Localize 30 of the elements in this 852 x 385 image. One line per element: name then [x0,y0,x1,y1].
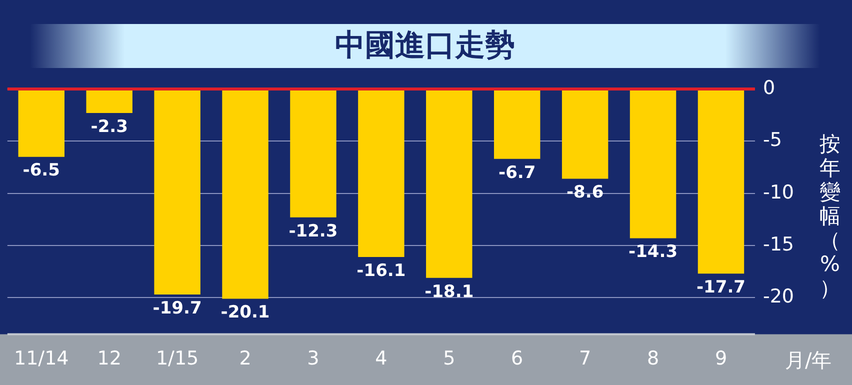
x-tick-label: 1/15 [156,348,199,370]
x-tick-label: 8 [646,348,660,370]
data-label: -19.7 [152,298,202,318]
data-label: -16.1 [356,260,406,281]
y-axis-title: 按年變幅（%） [818,132,842,300]
x-tick-label: 11/14 [14,348,69,370]
chart-title: 中國進口走勢 [335,28,515,63]
x-tick-label: 5 [443,348,456,370]
data-label: -6.7 [498,162,536,183]
y-tick-label: 0 [762,76,776,99]
x-tick-label: 9 [714,348,728,370]
x-tick-label: 3 [307,348,320,370]
x-tick-label: 6 [511,348,524,370]
x-tick-label: 4 [375,348,388,370]
data-label: -8.6 [566,182,604,203]
data-label: -18.1 [424,282,474,302]
y-tick-label: -20 [762,286,794,308]
data-label: -2.3 [90,116,128,137]
y-tick-label: -5 [762,129,782,152]
x-tick-label: 2 [239,348,252,370]
data-label: -12.3 [288,221,338,242]
data-label: -6.5 [22,160,60,181]
data-label: -17.7 [696,278,746,298]
data-label: -20.1 [220,302,270,323]
x-tick-label: 12 [97,348,122,370]
x-axis-title: 月/年 [785,347,832,374]
x-tick-label: 7 [579,348,592,370]
y-tick-label: -10 [762,181,794,204]
y-tick-label: -15 [762,233,794,256]
data-label: -14.3 [628,242,678,262]
